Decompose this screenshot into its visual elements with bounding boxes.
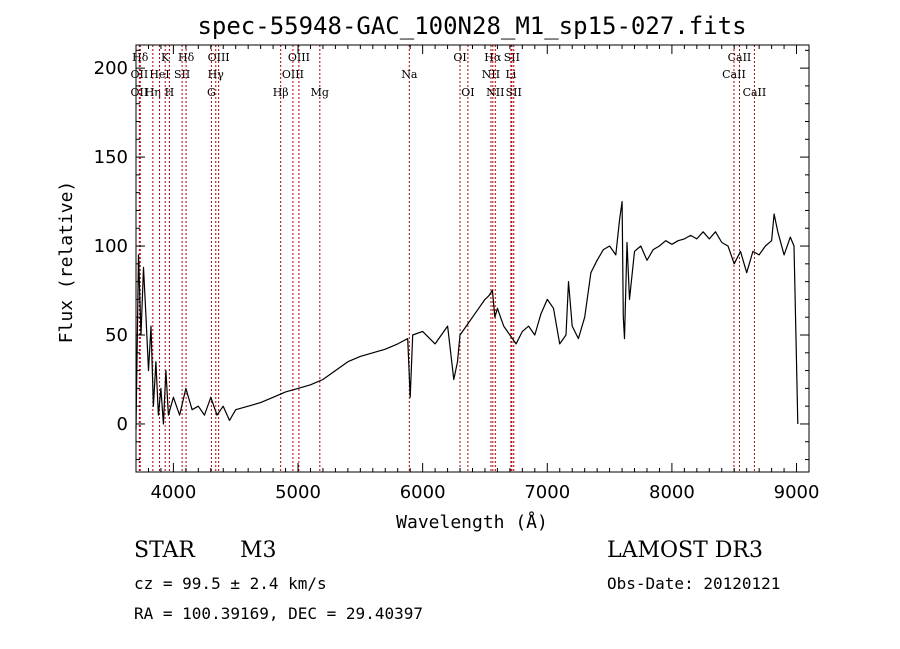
line-label: OI bbox=[461, 86, 474, 99]
line-label: OIII bbox=[282, 68, 304, 81]
line-label: Mg bbox=[311, 86, 329, 99]
line-label: CaII bbox=[722, 68, 746, 81]
line-label: Hδ bbox=[132, 51, 149, 64]
plot-frame bbox=[135, 44, 810, 473]
x-tick-label: 7000 bbox=[524, 482, 570, 503]
line-label: Li bbox=[505, 68, 516, 81]
line-label: OIII bbox=[208, 51, 230, 64]
line-label: SII bbox=[504, 51, 520, 64]
x-tick-label: 9000 bbox=[774, 482, 820, 503]
object-subclass: M3 bbox=[240, 538, 277, 563]
series-layer bbox=[135, 201, 799, 430]
x-tick-label: 4000 bbox=[150, 482, 196, 503]
line-label: OI bbox=[453, 51, 466, 64]
line-label: H bbox=[165, 86, 175, 99]
x-tick-label: 8000 bbox=[649, 482, 695, 503]
line-label: OII bbox=[131, 68, 149, 81]
x-axis-label: Wavelength (Å) bbox=[396, 511, 548, 533]
line-label: Hα bbox=[484, 51, 502, 64]
line-label: Na bbox=[401, 68, 418, 81]
line-label: SII bbox=[506, 86, 522, 99]
line-label: OII bbox=[131, 86, 149, 99]
y-tick-label: 50 bbox=[105, 325, 128, 346]
y-tick-label: 100 bbox=[94, 236, 128, 257]
line-label: K bbox=[161, 51, 170, 64]
line-label: CaII bbox=[728, 51, 752, 64]
line-label: Hβ bbox=[273, 86, 289, 99]
survey-name: LAMOST DR3 bbox=[607, 538, 763, 563]
y-tick-label: 150 bbox=[94, 147, 128, 168]
line-label: NII bbox=[486, 86, 504, 99]
line-label: SII bbox=[174, 68, 190, 81]
line-label: CaII bbox=[743, 86, 767, 99]
object-class: STAR bbox=[134, 538, 195, 563]
y-tick-label: 0 bbox=[117, 414, 128, 435]
line-label: HeI bbox=[149, 68, 169, 81]
line-label: OIII bbox=[288, 51, 310, 64]
redshift-velocity: cz = 99.5 ± 2.4 km/s bbox=[134, 574, 327, 593]
y-axis: 0 50 100 150 200 bbox=[94, 49, 809, 461]
coordinates: RA = 100.39169, DEC = 29.40397 bbox=[134, 604, 423, 623]
observation-date: Obs-Date: 20120121 bbox=[607, 574, 781, 593]
x-tick-label: 6000 bbox=[400, 482, 446, 503]
x-axis: 4000 5000 6000 7000 8000 9000 bbox=[135, 45, 820, 503]
line-label: Hδ bbox=[178, 51, 195, 64]
line-label: Hγ bbox=[208, 68, 225, 81]
y-axis-label: Flux (relative) bbox=[56, 181, 77, 344]
line-label: Hη bbox=[145, 86, 161, 99]
line-label: G bbox=[207, 86, 216, 99]
chart-title: spec-55948-GAC_100N28_M1_sp15-027.fits bbox=[197, 12, 746, 40]
line-label: NII bbox=[482, 68, 500, 81]
x-tick-label: 5000 bbox=[275, 482, 321, 503]
series-line bbox=[135, 201, 799, 430]
y-tick-label: 200 bbox=[94, 58, 128, 79]
